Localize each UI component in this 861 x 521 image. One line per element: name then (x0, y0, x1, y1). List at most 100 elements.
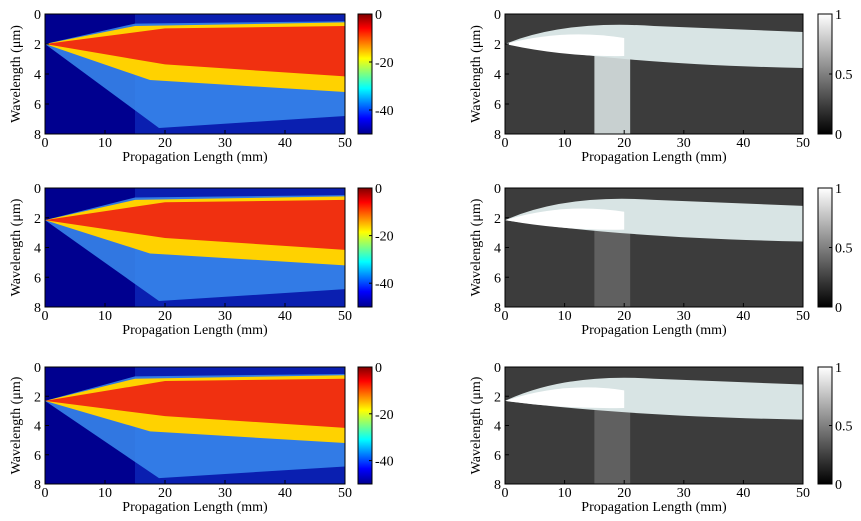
x-tick-label: 50 (338, 309, 352, 324)
x-tick-label: 40 (736, 309, 750, 324)
y-tick-label: 2 (34, 390, 41, 405)
heatmap-image (45, 26, 345, 77)
heatmap-image (505, 387, 625, 409)
y-tick-label: 2 (494, 212, 501, 227)
colorbar-tick-label: -40 (375, 104, 394, 119)
y-tick-label: 8 (494, 478, 501, 493)
colorbar-tick-label: 1 (835, 361, 842, 376)
x-tick-label: 30 (677, 486, 691, 501)
x-axis-label: Propagation Length (mm) (581, 500, 727, 515)
y-tick-label: 2 (34, 212, 41, 227)
heatmap-image (594, 50, 631, 134)
x-axis-label: Propagation Length (mm) (581, 150, 727, 165)
heatmap (505, 188, 803, 307)
heatmap-image (505, 208, 625, 230)
colorbar-tick-label: -40 (375, 455, 394, 470)
x-tick-label: 0 (502, 486, 509, 501)
x-tick-label: 20 (617, 309, 631, 324)
x-tick-label: 30 (218, 309, 232, 324)
colorbar-tick-label: -40 (375, 277, 394, 292)
x-tick-label: 10 (558, 309, 572, 324)
colorbar-tick-label: 0.5 (835, 68, 853, 83)
x-tick-label: 40 (278, 136, 292, 151)
colorbar-tick-label: 1 (835, 182, 842, 197)
y-tick-label: 0 (494, 361, 501, 376)
x-tick-label: 40 (278, 309, 292, 324)
y-tick-label: 8 (494, 128, 501, 143)
y-tick-label: 2 (34, 38, 41, 53)
colorbar-tick-label: 0 (835, 128, 842, 143)
x-tick-label: 30 (218, 136, 232, 151)
x-tick-label: 50 (796, 486, 810, 501)
x-axis-label: Propagation Length (mm) (122, 323, 268, 338)
y-tick-label: 8 (34, 128, 41, 143)
y-axis-label: Wavelength (μm) (9, 198, 24, 296)
colorbar (357, 187, 373, 308)
y-tick-label: 0 (34, 8, 41, 23)
y-tick-label: 0 (494, 8, 501, 23)
x-tick-label: 30 (677, 136, 691, 151)
x-tick-label: 10 (98, 309, 112, 324)
y-axis-label: Wavelength (μm) (9, 25, 24, 123)
colorbar-tick-label: 0 (375, 182, 382, 197)
y-tick-label: 0 (34, 361, 41, 376)
x-tick-label: 20 (158, 309, 172, 324)
y-tick-label: 4 (34, 242, 41, 257)
colorbar (357, 366, 373, 485)
heatmap-image (594, 223, 631, 307)
y-tick-label: 0 (494, 182, 501, 197)
y-tick-label: 0 (34, 182, 41, 197)
x-tick-label: 0 (42, 136, 49, 151)
y-tick-label: 4 (34, 68, 41, 83)
y-tick-label: 6 (34, 271, 41, 286)
y-axis-label: Wavelength (μm) (9, 376, 24, 474)
colorbar-tick-label: 0 (835, 478, 842, 493)
y-tick-label: 4 (494, 242, 501, 257)
x-tick-label: 40 (736, 486, 750, 501)
x-tick-label: 10 (98, 136, 112, 151)
x-tick-label: 50 (796, 136, 810, 151)
heatmap (45, 367, 345, 484)
colorbar-tick-label: 0 (375, 361, 382, 376)
x-tick-label: 10 (558, 486, 572, 501)
x-tick-label: 10 (558, 136, 572, 151)
x-axis-label: Propagation Length (mm) (581, 323, 727, 338)
y-tick-label: 6 (494, 98, 501, 113)
y-tick-label: 6 (34, 449, 41, 464)
x-tick-label: 50 (796, 309, 810, 324)
x-tick-label: 20 (617, 486, 631, 501)
colorbar-tick-label: 1 (835, 8, 842, 23)
x-tick-label: 20 (617, 136, 631, 151)
y-tick-label: 6 (494, 449, 501, 464)
colorbar-tick-label: -20 (375, 56, 394, 71)
y-tick-label: 6 (34, 98, 41, 113)
y-axis-label: Wavelength (μm) (469, 376, 484, 474)
colorbar-tick-label: 0.5 (835, 420, 853, 435)
heatmap (505, 367, 803, 484)
y-tick-label: 4 (34, 420, 41, 435)
x-tick-label: 0 (42, 486, 49, 501)
heatmap-image (594, 402, 631, 484)
y-axis-label: Wavelength (μm) (469, 198, 484, 296)
y-tick-label: 4 (494, 68, 501, 83)
colorbar-tick-label: 0 (375, 8, 382, 23)
x-tick-label: 20 (158, 486, 172, 501)
x-tick-label: 50 (338, 486, 352, 501)
y-tick-label: 8 (34, 301, 41, 316)
heatmap (45, 188, 345, 307)
heatmap-image (45, 199, 345, 250)
x-axis-label: Propagation Length (mm) (122, 500, 268, 515)
colorbar-tick-label: 0.5 (835, 242, 853, 257)
x-tick-label: 30 (218, 486, 232, 501)
x-tick-label: 20 (158, 136, 172, 151)
x-tick-label: 50 (338, 136, 352, 151)
y-tick-label: 8 (494, 301, 501, 316)
x-tick-label: 10 (98, 486, 112, 501)
colorbar-tick-label: -20 (375, 230, 394, 245)
x-tick-label: 0 (42, 309, 49, 324)
heatmap (45, 14, 345, 134)
heatmap-image (45, 378, 345, 428)
x-axis-label: Propagation Length (mm) (122, 150, 268, 165)
y-tick-label: 8 (34, 478, 41, 493)
